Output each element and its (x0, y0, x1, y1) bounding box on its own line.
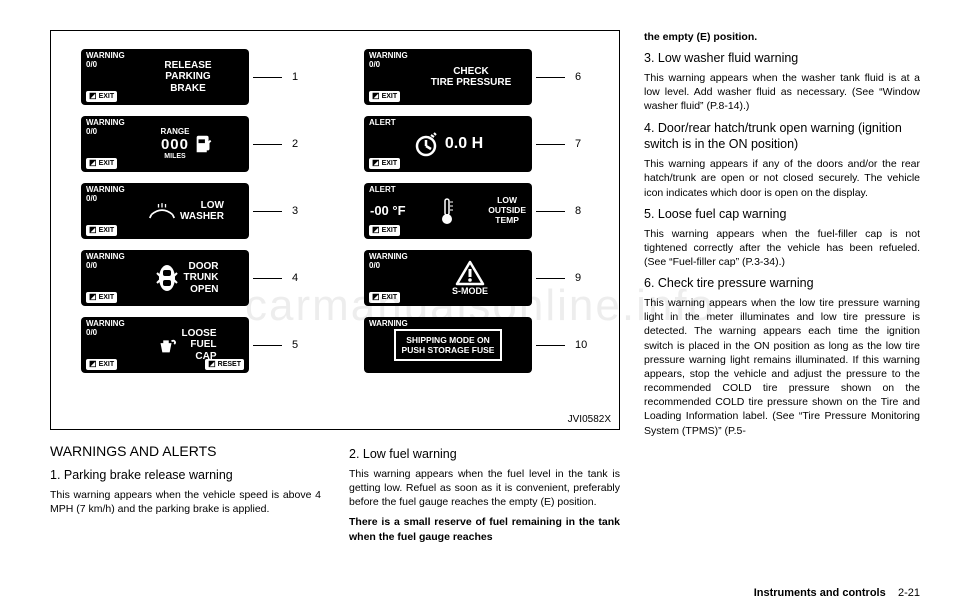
panel-content: 0.0 H (370, 122, 526, 166)
exit-badge: EXIT (86, 225, 117, 236)
leader-line (253, 77, 282, 78)
panel-header: WARNING0/0 (86, 320, 125, 338)
leader-line (536, 345, 565, 346)
panel-content: RANGE000MILES (133, 122, 243, 166)
panel-content: S-MODE (414, 256, 526, 300)
warnings-figure: WARNING0/0 EXIT RELEASEPARKINGBRAKE 1 WARNIN… (50, 30, 620, 430)
display-panel: WARNING0/0 EXIT CHECKTIRE PRESSURE (364, 49, 532, 105)
section-2-bold: There is a small reserve of fuel remaini… (349, 515, 620, 543)
panel-header: WARNING0/0 (86, 52, 125, 70)
display-panel: WARNING0/0EXITRESETLOOSEFUELCAP (81, 317, 249, 373)
panel-content: -00 °FLOWOUTSIDETEMP (370, 189, 526, 233)
callout-number: 5 (292, 339, 306, 351)
section-6-heading: 6. Check tire pressure warning (644, 275, 920, 292)
section-1-heading: 1. Parking brake release warning (50, 467, 321, 484)
section-5-heading: 5. Loose fuel cap warning (644, 206, 920, 223)
exit-badge: EXIT (86, 292, 117, 303)
display-panel: WARNING0/0 EXIT DOORTRUNKOPEN (81, 250, 249, 306)
footer-page: 2-21 (898, 587, 920, 599)
leader-line (253, 345, 282, 346)
panel-header: WARNING0/0 (86, 186, 125, 204)
exit-badge: EXIT (369, 292, 400, 303)
page-footer: Instruments and controls 2-21 (754, 587, 920, 599)
display-panel: ALERTEXIT0.0 H (364, 116, 532, 172)
panel-header: WARNING0/0 (369, 52, 408, 70)
callout-number: 10 (575, 339, 589, 351)
section-4-body: This warning appears if any of the doors… (644, 157, 920, 200)
exit-badge: EXIT (369, 91, 400, 102)
below-right-col: 2. Low fuel warning This warning appears… (349, 442, 620, 550)
right-text-column: the empty (E) position. 3. Low washer fl… (644, 30, 920, 550)
display-panel: ALERTEXIT-00 °FLOWOUTSIDETEMP (364, 183, 532, 239)
panel-content: DOORTRUNKOPEN (129, 256, 243, 300)
exit-badge: EXIT (86, 359, 117, 370)
continuation-line: the empty (E) position. (644, 30, 920, 44)
panel-content: LOOSEFUELCAP (129, 323, 243, 367)
section-4-heading: 4. Door/rear hatch/trunk open warning (i… (644, 120, 920, 154)
section-6-body: This warning appears when the low tire p… (644, 296, 920, 438)
leader-line (536, 278, 565, 279)
section-3-heading: 3. Low washer fluid warning (644, 50, 920, 67)
leader-line (253, 211, 282, 212)
panel-header: WARNING0/0 (86, 253, 125, 271)
exit-badge: EXIT (86, 158, 117, 169)
display-panel: WARNING0/0 EXIT RELEASEPARKINGBRAKE (81, 49, 249, 105)
section-3-body: This warning appears when the washer tan… (644, 71, 920, 114)
panel-header: WARNING0/0 (86, 119, 125, 137)
callout-number: 1 (292, 71, 306, 83)
warnings-heading: WARNINGS AND ALERTS (50, 442, 321, 461)
leader-line (253, 144, 282, 145)
panel-content: RELEASEPARKINGBRAKE (133, 55, 243, 99)
exit-badge: EXIT (86, 91, 117, 102)
display-panel: WARNING0/0 EXIT LOWWASHER (81, 183, 249, 239)
display-panel: WARNINGSHIPPING MODE ONPUSH STORAGE FUSE (364, 317, 532, 373)
below-left-col: WARNINGS AND ALERTS 1. Parking brake rel… (50, 442, 321, 550)
callout-number: 2 (292, 138, 306, 150)
panel-content: LOWWASHER (129, 189, 243, 233)
leader-line (536, 211, 565, 212)
leader-line (253, 278, 282, 279)
section-2-body: This warning appears when the fuel level… (349, 467, 620, 510)
panel-content: CHECKTIRE PRESSURE (416, 55, 526, 99)
footer-section: Instruments and controls (754, 587, 886, 599)
panel-header: WARNING0/0 (369, 253, 408, 271)
display-panel: WARNING0/0 EXIT S-MODE (364, 250, 532, 306)
section-1-body: This warning appears when the vehicle sp… (50, 488, 321, 516)
figure-id: JVI0582X (568, 414, 611, 425)
callout-number: 7 (575, 138, 589, 150)
section-5-body: This warning appears when the fuel-fille… (644, 227, 920, 270)
callout-number: 4 (292, 272, 306, 284)
callout-number: 6 (575, 71, 589, 83)
callout-number: 9 (575, 272, 589, 284)
panel-content: SHIPPING MODE ONPUSH STORAGE FUSE (370, 323, 526, 367)
leader-line (536, 144, 565, 145)
section-2-heading: 2. Low fuel warning (349, 446, 620, 463)
leader-line (536, 77, 565, 78)
display-panel: WARNING0/0 EXIT RANGE000MILES (81, 116, 249, 172)
callout-number: 8 (575, 205, 589, 217)
callout-number: 3 (292, 205, 306, 217)
